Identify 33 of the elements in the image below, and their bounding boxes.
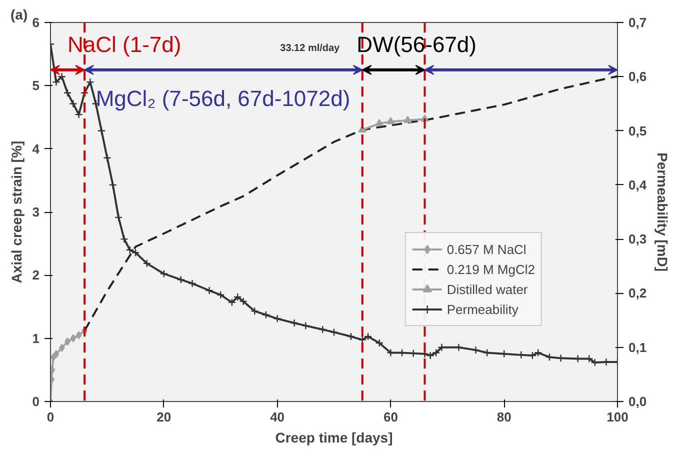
- annotation: MgCl₂ (7-56d, 67d-1072d): [96, 86, 350, 111]
- y2-tick-label: 0,5: [628, 123, 647, 138]
- x-tick-label: 40: [270, 410, 285, 424]
- x-tick-label: 20: [156, 410, 172, 424]
- y-axis-title: Axial creep strain [%]: [8, 140, 24, 284]
- x-tick-label: 80: [496, 410, 512, 424]
- y2-axis-title: Permeability [mD]: [654, 152, 671, 272]
- x-tick-label: 60: [383, 410, 398, 424]
- legend-label: Permeability: [446, 302, 518, 316]
- y2-tick-label: 0,2: [628, 286, 647, 301]
- y2-tick-label: 0,6: [628, 69, 647, 84]
- y-tick-label: 4: [32, 141, 40, 156]
- legend-label: 0.219 M MgCl2: [446, 262, 535, 276]
- y-tick-label: 1: [32, 330, 40, 346]
- x-axis-title: Creep time [days]: [275, 430, 393, 446]
- y-tick-label: 0: [32, 394, 40, 409]
- legend-label: 0.657 M NaCl: [446, 242, 526, 256]
- y2-tick-label: 0,7: [628, 15, 647, 30]
- x-tick-label: 100: [606, 410, 628, 424]
- text: (a): [10, 6, 28, 22]
- y2-tick-label: 0,1: [628, 340, 647, 355]
- annotation: NaCl (1-7d): [68, 32, 182, 58]
- x-tick-label: 0: [46, 410, 54, 424]
- legend-label: Distilled water: [446, 282, 528, 296]
- y-tick-label: 6: [32, 15, 40, 30]
- y-tick-label: 5: [32, 78, 40, 94]
- y-tick-label: 2: [32, 268, 40, 283]
- annotation: 33.12 ml/day: [280, 43, 340, 54]
- y2-tick-label: 0,0: [628, 394, 647, 409]
- y2-tick-label: 0,4: [628, 177, 648, 192]
- y2-tick-label: 0,3: [628, 232, 647, 247]
- annotation: DW(56-67d): [356, 32, 476, 58]
- y-tick-label: 3: [32, 204, 40, 220]
